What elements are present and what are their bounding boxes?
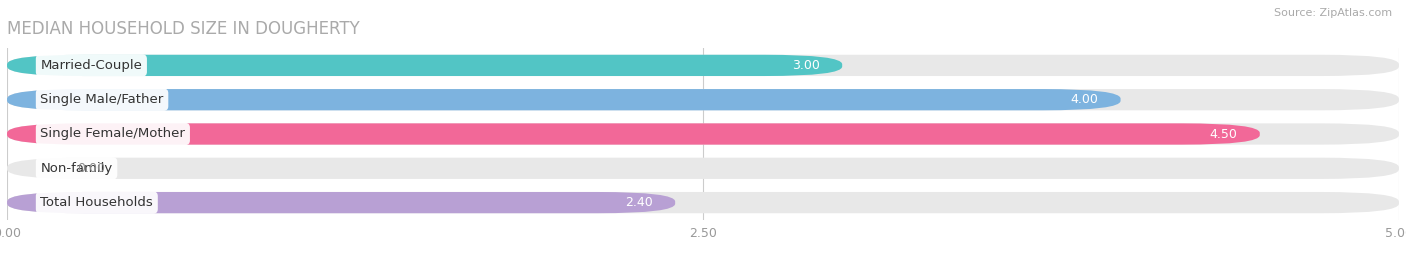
FancyBboxPatch shape xyxy=(7,192,1399,213)
Text: Single Female/Mother: Single Female/Mother xyxy=(41,128,186,140)
Text: 4.00: 4.00 xyxy=(1070,93,1098,106)
FancyBboxPatch shape xyxy=(7,123,1399,145)
FancyBboxPatch shape xyxy=(7,55,1399,76)
FancyBboxPatch shape xyxy=(7,192,675,213)
Text: Married-Couple: Married-Couple xyxy=(41,59,142,72)
Text: 4.50: 4.50 xyxy=(1209,128,1237,140)
Text: 2.40: 2.40 xyxy=(626,196,652,209)
Text: Source: ZipAtlas.com: Source: ZipAtlas.com xyxy=(1274,8,1392,18)
Text: 3.00: 3.00 xyxy=(792,59,820,72)
FancyBboxPatch shape xyxy=(7,89,1121,110)
FancyBboxPatch shape xyxy=(7,123,1260,145)
Text: MEDIAN HOUSEHOLD SIZE IN DOUGHERTY: MEDIAN HOUSEHOLD SIZE IN DOUGHERTY xyxy=(7,20,360,38)
Text: 0.00: 0.00 xyxy=(77,162,104,175)
Text: Non-family: Non-family xyxy=(41,162,112,175)
Text: Total Households: Total Households xyxy=(41,196,153,209)
Text: Single Male/Father: Single Male/Father xyxy=(41,93,163,106)
FancyBboxPatch shape xyxy=(7,89,1399,110)
FancyBboxPatch shape xyxy=(7,55,842,76)
FancyBboxPatch shape xyxy=(7,158,1399,179)
